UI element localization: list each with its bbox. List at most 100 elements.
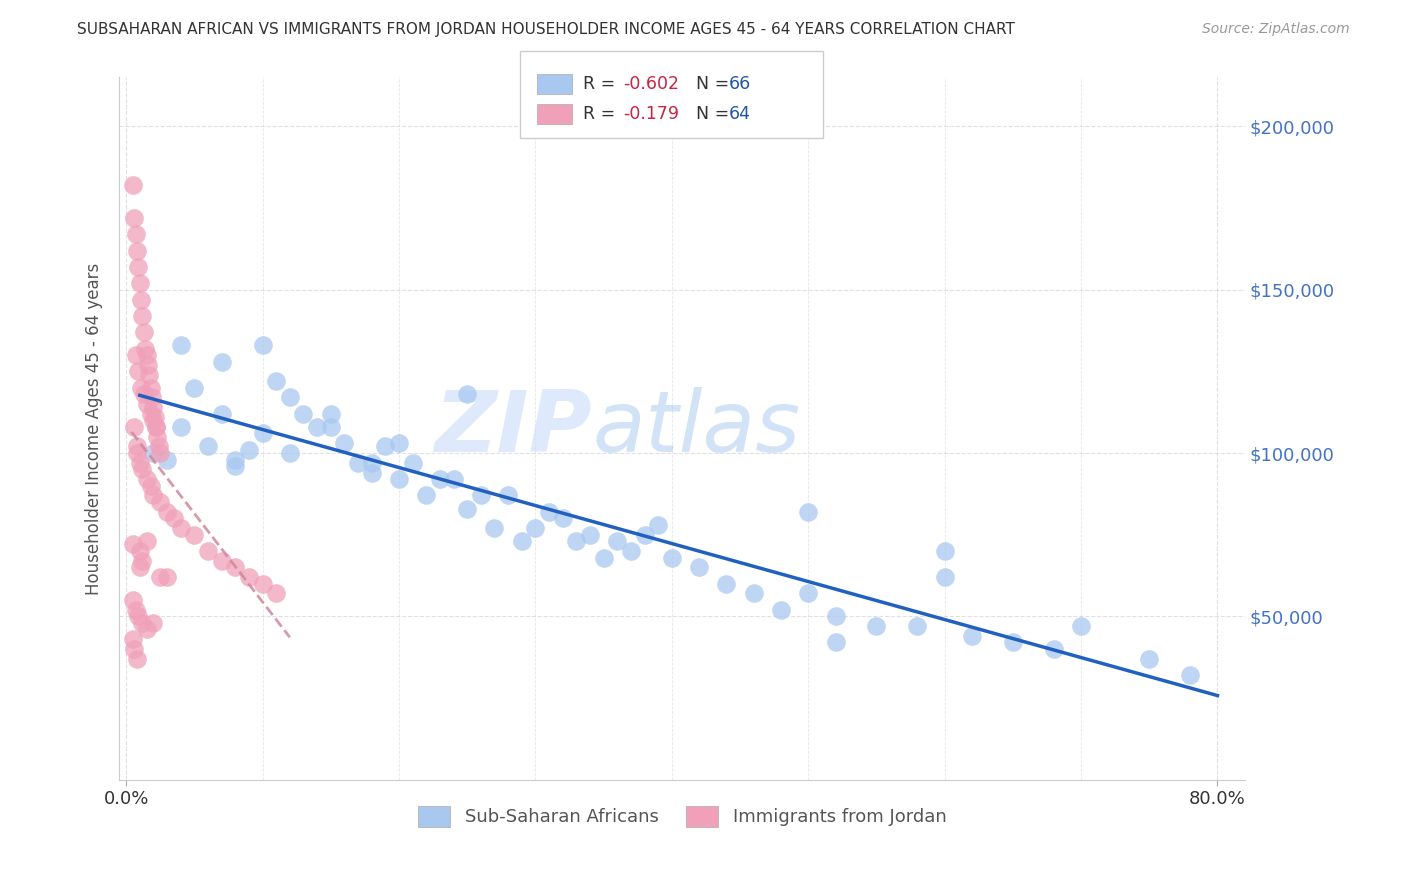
Point — [142, 401, 165, 415]
Point — [125, 652, 148, 666]
Point — [129, 293, 152, 307]
Point — [135, 348, 157, 362]
Point — [132, 387, 155, 401]
Point — [278, 391, 301, 405]
Text: N =: N = — [685, 104, 734, 123]
Point — [797, 505, 820, 519]
Point — [128, 456, 150, 470]
Point — [388, 472, 411, 486]
Point — [122, 178, 145, 193]
Point — [169, 338, 191, 352]
Point — [360, 466, 382, 480]
Point — [169, 420, 191, 434]
Point — [824, 609, 846, 624]
Point — [139, 381, 162, 395]
Point — [401, 456, 423, 470]
Point — [388, 436, 411, 450]
Point — [131, 554, 153, 568]
Point — [456, 387, 478, 401]
Point — [142, 413, 165, 427]
Point — [146, 430, 169, 444]
Point — [124, 348, 146, 362]
Point — [124, 642, 146, 657]
Text: 64: 64 — [728, 104, 751, 123]
Point — [633, 527, 655, 541]
Point — [1137, 652, 1160, 666]
Point — [145, 420, 167, 434]
Point — [620, 544, 643, 558]
Point — [131, 462, 153, 476]
Point — [142, 446, 165, 460]
Point — [688, 560, 710, 574]
Point — [443, 472, 465, 486]
Point — [319, 420, 342, 434]
Point — [125, 244, 148, 258]
Text: -0.602: -0.602 — [623, 75, 679, 93]
Point — [141, 391, 163, 405]
Text: -0.179: -0.179 — [623, 104, 679, 123]
Point — [252, 576, 274, 591]
Point — [565, 534, 588, 549]
Text: R =: R = — [583, 104, 621, 123]
Point — [149, 570, 172, 584]
Point — [122, 537, 145, 551]
Point — [934, 544, 956, 558]
Point — [183, 527, 205, 541]
Point — [592, 550, 614, 565]
Point — [797, 586, 820, 600]
Point — [139, 478, 162, 492]
Point — [224, 459, 246, 474]
Point — [415, 488, 437, 502]
Point — [197, 544, 219, 558]
Point — [149, 495, 172, 509]
Point — [149, 446, 172, 460]
Point — [122, 632, 145, 647]
Point — [374, 440, 396, 454]
Y-axis label: Householder Income Ages 45 - 64 years: Householder Income Ages 45 - 64 years — [86, 262, 103, 595]
Point — [163, 511, 186, 525]
Point — [169, 521, 191, 535]
Point — [211, 407, 233, 421]
Point — [135, 623, 157, 637]
Point — [606, 534, 628, 549]
Point — [960, 629, 983, 643]
Point — [278, 446, 301, 460]
Point — [156, 570, 179, 584]
Point — [224, 560, 246, 574]
Point — [347, 456, 370, 470]
Point — [135, 472, 157, 486]
Point — [142, 615, 165, 630]
Point — [145, 420, 167, 434]
Text: ZIP: ZIP — [434, 387, 592, 470]
Point — [125, 440, 148, 454]
Point — [524, 521, 547, 535]
Point — [905, 619, 928, 633]
Point — [769, 603, 792, 617]
Legend: Sub-Saharan Africans, Immigrants from Jordan: Sub-Saharan Africans, Immigrants from Jo… — [411, 798, 953, 834]
Point — [156, 505, 179, 519]
Point — [865, 619, 887, 633]
Point — [129, 381, 152, 395]
Point — [134, 342, 156, 356]
Point — [579, 527, 602, 541]
Point — [156, 452, 179, 467]
Point — [143, 410, 166, 425]
Point — [661, 550, 683, 565]
Point — [238, 442, 260, 457]
Point — [127, 260, 149, 274]
Point — [319, 407, 342, 421]
Point — [252, 338, 274, 352]
Point — [484, 521, 506, 535]
Point — [429, 472, 451, 486]
Point — [124, 227, 146, 242]
Point — [510, 534, 533, 549]
Point — [127, 609, 149, 624]
Point — [124, 211, 146, 225]
Point — [238, 570, 260, 584]
Point — [135, 397, 157, 411]
Point — [224, 452, 246, 467]
Point — [470, 488, 492, 502]
Point — [824, 635, 846, 649]
Point — [131, 309, 153, 323]
Point — [124, 420, 146, 434]
